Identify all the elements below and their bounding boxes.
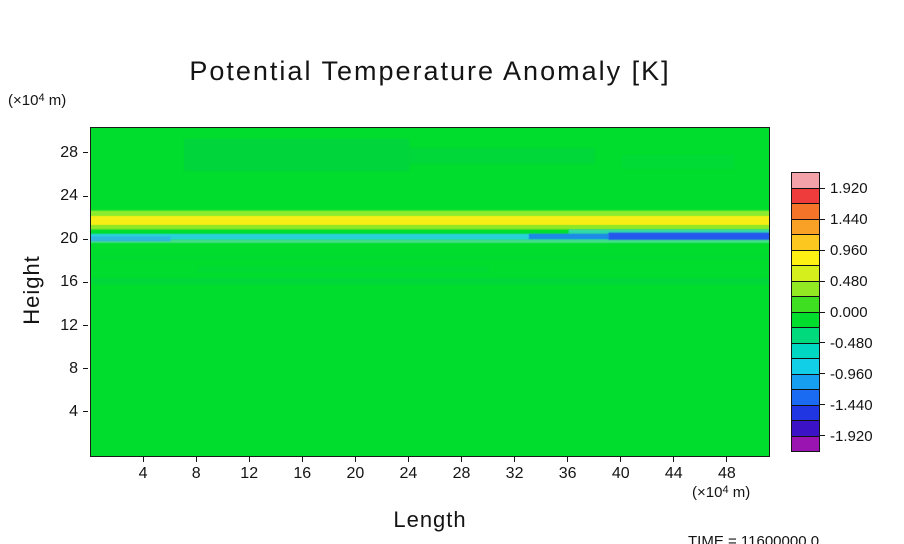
colorbar-segment — [792, 435, 819, 451]
x-tick-mark — [407, 457, 409, 462]
colorbar-tick-mark — [820, 342, 825, 344]
colorbar-segment — [792, 404, 819, 420]
colorbar-tick-mark — [820, 311, 825, 313]
y-axis-unit-label: (×104 m) — [8, 92, 66, 109]
x-tick-mark — [620, 457, 622, 462]
x-axis-label: Length — [393, 507, 467, 532]
x-unit-suffix: m) — [728, 484, 751, 501]
y-tick-mark — [83, 325, 88, 327]
x-unit-exponent: 4 — [722, 484, 729, 496]
x-tick-label: 32 — [505, 465, 524, 482]
y-unit-suffix: m) — [44, 92, 67, 109]
colorbar — [791, 172, 820, 452]
y-tick-mark — [83, 238, 88, 240]
colorbar-segment — [792, 203, 819, 219]
colorbar-tick-label: 0.000 — [830, 304, 868, 321]
colorbar-tick-label: 0.960 — [830, 242, 868, 260]
x-tick-label: 24 — [399, 465, 418, 482]
colorbar-tick-label: 1.440 — [830, 211, 868, 229]
colorbar-tick-mark — [820, 373, 825, 375]
heatmap-plot-area — [90, 127, 770, 457]
colorbar-tick-label: 1.920 — [830, 180, 868, 198]
colorbar-tick-mark — [820, 280, 825, 282]
x-tick-mark — [142, 457, 144, 462]
x-tick-mark — [195, 457, 197, 462]
y-tick-label: 8 — [69, 359, 78, 377]
colorbar-tick-mark — [820, 435, 825, 437]
colorbar-tick-label: -1.440 — [830, 396, 873, 414]
x-tick-label: 12 — [240, 465, 259, 482]
colorbar-segment — [792, 311, 819, 327]
y-tick-label: 20 — [60, 230, 78, 248]
colorbar-segment — [792, 373, 819, 389]
x-tick-label: 40 — [611, 465, 630, 482]
x-tick-mark — [248, 457, 250, 462]
x-axis-unit-label: (×104 m) — [692, 484, 750, 501]
colorbar-tick-mark — [820, 187, 825, 189]
colorbar-segment — [792, 358, 819, 374]
y-tick-label: 28 — [60, 143, 78, 161]
y-tick-mark — [83, 152, 88, 154]
colorbar-segment — [792, 187, 819, 203]
colorbar-tick-mark — [820, 404, 825, 406]
x-tick-label: 20 — [346, 465, 365, 482]
x-tick-mark — [514, 457, 516, 462]
x-tick-mark — [354, 457, 356, 462]
x-tick-label: 36 — [558, 465, 577, 482]
chart-title: Potential Temperature Anomaly [K] — [189, 56, 671, 86]
y-unit-prefix: (×10 — [8, 92, 39, 109]
colorbar-segment — [792, 280, 819, 296]
colorbar-segment — [792, 249, 819, 265]
colorbar-tick-label: -1.920 — [830, 427, 873, 445]
time-label: TIME = 11600000.0 — [688, 533, 820, 544]
colorbar-tick-label: 0.480 — [830, 273, 868, 291]
x-tick-label: 8 — [191, 465, 201, 482]
x-tick-label: 16 — [293, 465, 312, 482]
y-tick-mark — [83, 195, 88, 197]
colorbar-segment — [792, 389, 819, 405]
x-tick-label: 4 — [138, 465, 148, 482]
y-tick-mark — [83, 368, 88, 370]
y-tick-mark — [83, 411, 88, 413]
x-unit-prefix: (×10 — [692, 484, 723, 501]
colorbar-segment — [792, 234, 819, 250]
x-tick-mark — [726, 457, 728, 462]
colorbar-segment — [792, 265, 819, 281]
x-tick-mark — [461, 457, 462, 462]
x-tick-mark — [567, 457, 569, 462]
colorbar-segment — [792, 342, 819, 358]
x-tick-label: 44 — [664, 465, 683, 482]
colorbar-tick-label: -0.480 — [830, 334, 873, 352]
colorbar-tick-label: -0.960 — [830, 365, 873, 383]
colorbar-segment — [792, 173, 819, 188]
x-tick-mark — [673, 457, 675, 462]
y-tick-label: 12 — [60, 316, 78, 334]
y-unit-exponent: 4 — [38, 92, 45, 104]
colorbar-segment — [792, 296, 819, 312]
colorbar-tick-mark — [820, 218, 825, 220]
x-tick-label: 48 — [717, 465, 736, 482]
colorbar-segment — [792, 218, 819, 234]
y-tick-label: 16 — [60, 273, 78, 291]
x-tick-label: 28 — [452, 465, 471, 482]
colorbar-segment — [792, 327, 819, 343]
colorbar-tick-mark — [820, 249, 825, 251]
y-tick-mark — [83, 281, 88, 283]
colorbar-segment — [792, 420, 819, 436]
y-tick-label: 24 — [60, 187, 78, 205]
x-tick-mark — [301, 457, 303, 462]
y-tick-label: 4 — [69, 402, 78, 420]
